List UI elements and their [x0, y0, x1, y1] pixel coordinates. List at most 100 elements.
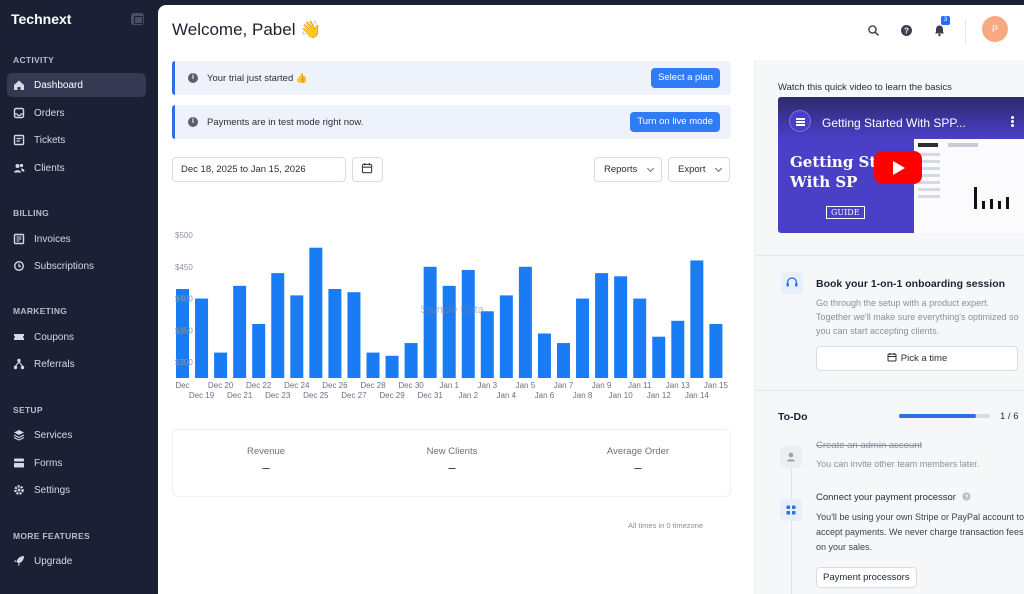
info-icon: i — [188, 117, 198, 127]
network-icon — [13, 358, 25, 370]
stat-value: – — [448, 460, 456, 475]
more-options-icon[interactable] — [1011, 116, 1014, 119]
sidebar-item-forms[interactable]: Forms — [7, 451, 146, 475]
right-panel: Watch this quick video to learn the basi… — [754, 60, 1024, 594]
chart-bar — [347, 292, 361, 378]
payments-banner: i Payments are in test mode right now. T… — [172, 105, 731, 139]
sidebar-item-invoices[interactable]: Invoices — [7, 227, 146, 251]
question-icon[interactable]: ? — [962, 492, 971, 501]
reports-label: Reports — [604, 164, 638, 175]
x-tick-label: Jan 1 — [439, 381, 459, 390]
chart-bar — [195, 298, 209, 378]
headset-icon — [781, 272, 803, 294]
x-tick-label: Jan 2 — [458, 391, 478, 400]
calendar-button[interactable] — [352, 157, 383, 182]
sidebar-item-upgrade[interactable]: Upgrade — [7, 549, 146, 573]
stat-value: – — [262, 460, 270, 475]
x-tick-label: Jan 7 — [554, 381, 574, 390]
chart-bar — [557, 343, 570, 378]
x-tick-label: Dec 20 — [208, 381, 234, 390]
x-tick-label: Jan 8 — [573, 391, 593, 400]
chart-bar — [518, 266, 532, 378]
user-check-icon — [780, 446, 802, 468]
x-tick-label: Dec 29 — [379, 391, 405, 400]
video-screenshot — [914, 139, 1024, 233]
stat-revenue: Revenue – — [173, 446, 359, 475]
x-tick-label: Dec 28 — [360, 381, 386, 390]
onboarding-title: Book your 1-on-1 onboarding session — [816, 278, 1006, 290]
home-icon — [13, 79, 25, 91]
sidebar-item-clients[interactable]: Clients — [7, 156, 146, 180]
select-plan-button[interactable]: Select a plan — [651, 68, 720, 88]
x-tick-label: Dec 19 — [189, 391, 215, 400]
pick-time-button[interactable]: Pick a time — [816, 346, 1018, 371]
avatar[interactable]: P — [982, 16, 1008, 42]
live-mode-button[interactable]: Turn on live mode — [630, 112, 720, 132]
layers-icon — [13, 429, 25, 441]
x-tick-label: Jan 5 — [516, 381, 536, 390]
todo-progress-bar — [899, 414, 990, 418]
revenue-chart: $500 $450 $400 $350 $300 Sample Data Dec Dec 20… — [172, 225, 732, 405]
divider — [755, 390, 1024, 391]
forms-icon — [13, 457, 25, 469]
sidebar-item-orders[interactable]: Orders — [7, 101, 146, 125]
x-tick-label: Jan 4 — [497, 391, 517, 400]
chart-bar — [652, 336, 666, 378]
x-tick-label: Dec 24 — [284, 381, 310, 390]
chevron-down-icon — [646, 164, 655, 173]
chart-bar — [461, 269, 475, 378]
y-tick-label: $350 — [175, 326, 193, 335]
chart-bar — [309, 247, 323, 378]
x-tick-label: Jan 12 — [647, 391, 672, 400]
chart-bar — [690, 260, 704, 378]
sidebar-item-subscriptions[interactable]: Subscriptions — [7, 254, 146, 278]
chart-bar — [576, 298, 590, 378]
svg-text:?: ? — [904, 27, 909, 36]
video-heading: Getting Started With SPP... — [822, 116, 966, 130]
sidebar-item-label: Services — [34, 429, 73, 441]
search-icon[interactable] — [867, 24, 880, 37]
stat-new-clients: New Clients – — [359, 446, 545, 475]
date-range-input[interactable]: Dec 18, 2025 to Jan 15, 2026 — [172, 157, 346, 182]
sidebar-item-referrals[interactable]: Referrals — [7, 352, 146, 376]
brand-logo[interactable]: Technext — [11, 11, 72, 27]
sidebar-item-label: Settings — [34, 484, 71, 496]
chart-bar — [499, 295, 513, 378]
video-thumbnail-line: With SP — [790, 173, 858, 191]
help-icon[interactable]: ? — [900, 24, 913, 37]
sidebar-item-coupons[interactable]: Coupons — [7, 325, 146, 349]
chart-bar — [290, 295, 304, 378]
section-title-activity: ACTIVITY — [13, 55, 55, 65]
sidebar-item-settings[interactable]: Settings — [7, 478, 146, 502]
todo-item-title-done[interactable]: Create an admin account — [816, 440, 923, 451]
x-tick-label: Dec 27 — [341, 391, 367, 400]
video-thumbnail-title: Getting Start With SP — [790, 152, 901, 192]
sidebar-toggle-icon[interactable] — [131, 13, 144, 25]
bell-icon[interactable] — [933, 24, 946, 37]
sidebar-item-services[interactable]: Services — [7, 423, 146, 447]
payment-processors-button[interactable]: Payment processors — [816, 567, 917, 588]
x-tick-label: Dec 23 — [265, 391, 291, 400]
x-tick-label: Dec 31 — [417, 391, 443, 400]
chart-bar — [366, 352, 380, 378]
export-dropdown[interactable]: Export — [668, 157, 730, 182]
x-tick-label: Dec 25 — [303, 391, 329, 400]
section-title-setup: SETUP — [13, 405, 43, 415]
stat-value: – — [634, 460, 642, 475]
x-tick-label: Jan 14 — [685, 391, 710, 400]
section-title-marketing: MARKETING — [13, 306, 68, 316]
youtube-play-button[interactable] — [874, 151, 922, 184]
reports-dropdown[interactable]: Reports — [594, 157, 662, 182]
channel-logo-icon — [789, 110, 811, 132]
stat-label: New Clients — [426, 446, 478, 457]
info-icon: i — [188, 73, 198, 83]
sidebar-item-label: Upgrade — [34, 555, 73, 567]
sidebar-item-tickets[interactable]: Tickets — [7, 128, 146, 152]
y-tick-label: $300 — [175, 358, 193, 367]
stat-label: Revenue — [246, 446, 286, 457]
coupon-icon — [13, 331, 25, 343]
bar-chart: $500 $450 $400 $350 $300 Sample Data Dec Dec 20… — [175, 231, 728, 400]
sidebar-item-dashboard[interactable]: Dashboard — [7, 73, 146, 97]
video-player[interactable]: Getting Started With SPP... Getting Star… — [778, 97, 1024, 233]
x-tick-label: Jan 11 — [628, 381, 652, 390]
